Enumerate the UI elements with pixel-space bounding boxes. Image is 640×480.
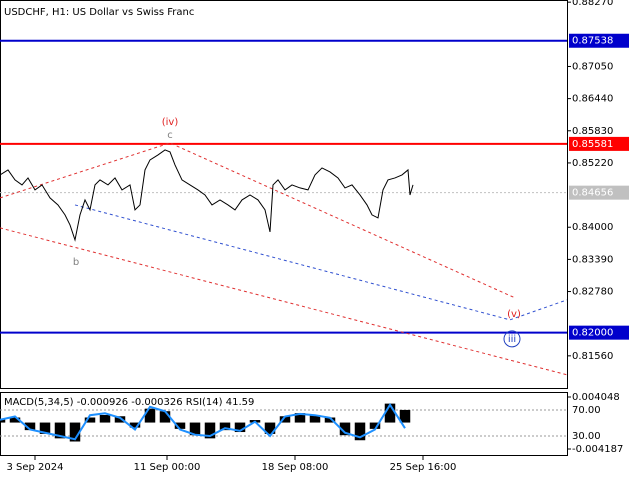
x-tick-label: 3 Sep 2024 [6, 462, 63, 473]
level-label: 0.82000 [572, 328, 613, 339]
level-label: 0.85581 [572, 139, 613, 150]
macd-bar [99, 414, 111, 423]
level-label-box [569, 136, 629, 151]
x-tick-label: 25 Sep 16:00 [390, 462, 457, 473]
wave-label: (v) [507, 309, 521, 320]
y2-tick-label: 70.00 [572, 405, 601, 416]
trend-line [0, 227, 568, 376]
level-label: 0.87538 [572, 36, 613, 47]
y-tick-label: 0.85830 [572, 126, 613, 137]
macd-bar [54, 422, 66, 439]
macd-bar [159, 411, 171, 423]
wave-label: c [167, 130, 173, 141]
macd-bar [114, 416, 126, 423]
macd-bar [324, 417, 336, 423]
macd-bar [309, 414, 321, 423]
y-tick-label: 0.86440 [572, 94, 613, 105]
macd-bar [0, 419, 6, 423]
macd-bar [399, 409, 411, 423]
macd-bar [174, 422, 186, 429]
x-tick-label: 11 Sep 00:00 [134, 462, 201, 473]
level-label-box [569, 33, 629, 48]
price-line [0, 149, 414, 242]
macd-bar [354, 422, 366, 441]
macd-bar [219, 422, 231, 431]
wave-circle [503, 330, 521, 348]
macd-bar [264, 422, 276, 434]
level-label: 0.84656 [572, 188, 613, 199]
macd-bar [129, 422, 141, 428]
main-frame [0, 0, 568, 389]
macd-bar [384, 403, 396, 423]
macd-bar [84, 417, 96, 423]
macd-bar [189, 422, 201, 436]
rsi-line [0, 402, 406, 441]
macd-bar [9, 417, 21, 423]
macd-bar [369, 422, 381, 429]
indicator-title: MACD(5,34,5) -0.000926 -0.000326 RSI(14)… [4, 397, 254, 408]
macd-bar [144, 408, 156, 423]
y-tick-label: 0.84000 [572, 222, 613, 233]
macd-bar [204, 422, 216, 439]
sub-frame [0, 392, 568, 456]
y-tick-label: 0.83390 [572, 254, 613, 265]
y-tick-label: 0.82780 [572, 287, 613, 298]
macd-bar [279, 416, 291, 423]
macd-bar [24, 422, 36, 431]
wave-label: b [73, 257, 79, 268]
x-tick-label: 18 Sep 08:00 [262, 462, 329, 473]
macd-bar [39, 422, 51, 434]
macd-bar [69, 422, 81, 442]
level-label-box [569, 185, 629, 200]
y-tick-label: 0.85220 [572, 158, 613, 169]
y-tick-label: 0.81560 [572, 351, 613, 362]
y-tick-label: 0.004048 [572, 392, 620, 403]
wave-label: (iv) [162, 117, 179, 128]
macd-bar [339, 422, 351, 436]
macd-bar [234, 422, 246, 433]
y-tick-label: 0.88270 [572, 0, 613, 8]
macd-bar [294, 413, 306, 423]
wave-label: iii [508, 334, 516, 345]
level-label-box [569, 325, 629, 340]
y2-tick-label: 30.00 [572, 431, 601, 442]
y-tick-label: 0.87050 [572, 61, 613, 72]
y-tick-label: -0.004187 [572, 444, 623, 455]
chart-title: USDCHF, H1: US Dollar vs Swiss Franc [4, 7, 194, 18]
